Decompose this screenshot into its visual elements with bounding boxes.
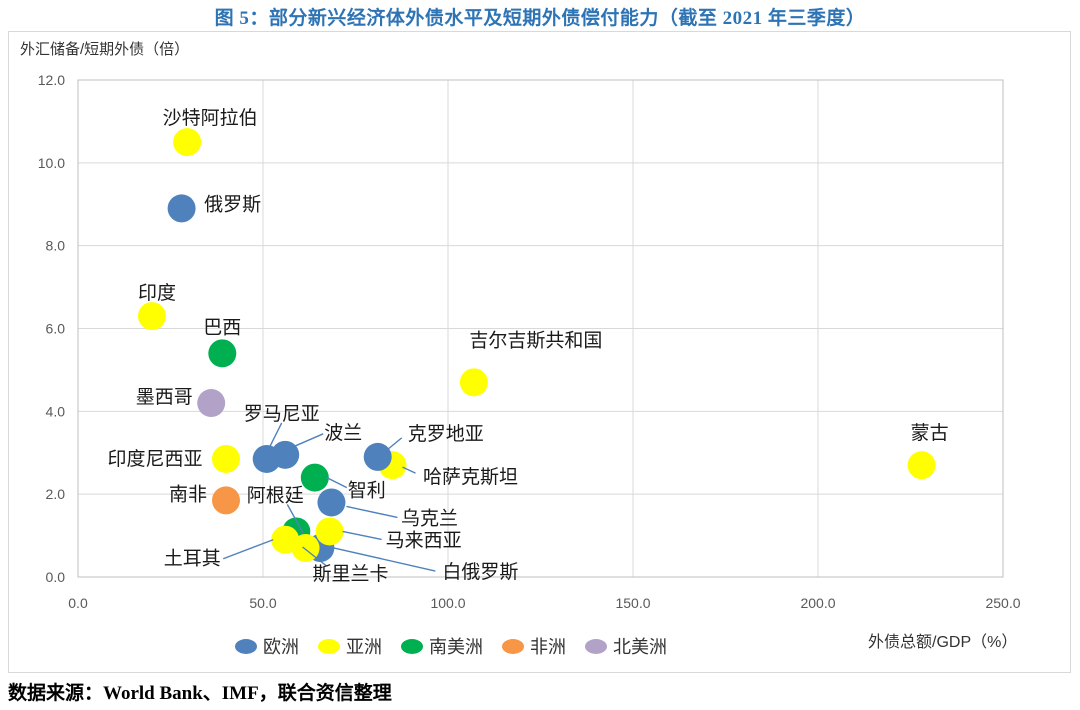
legend-label: 亚洲: [346, 637, 382, 657]
figure-title: 图 5：部分新兴经济体外债水平及短期外债偿付能力（截至 2021 年三季度）: [214, 8, 866, 29]
legend-item-北美洲: 北美洲: [585, 633, 667, 659]
legend-label: 南美洲: [429, 637, 483, 657]
y-axis-title: 外汇储备/短期外债（倍）: [20, 41, 190, 58]
legend: 欧洲 亚洲 南美洲 非洲 北美洲: [235, 633, 667, 659]
legend-label: 北美洲: [613, 637, 667, 657]
chart-plot-area-box: [8, 31, 1071, 673]
x-axis-title: 外债总额/GDP（%）: [868, 634, 1018, 651]
legend-label: 欧洲: [263, 637, 299, 657]
legend-marker-icon: [585, 638, 607, 654]
legend-item-欧洲: 欧洲: [235, 633, 299, 659]
legend-label: 非洲: [530, 637, 566, 657]
legend-marker-icon: [401, 638, 423, 654]
legend-marker-icon: [502, 638, 524, 654]
legend-item-亚洲: 亚洲: [318, 633, 382, 659]
legend-marker-icon: [235, 638, 257, 654]
legend-item-南美洲: 南美洲: [401, 633, 483, 659]
source-note: 数据来源：World Bank、IMF，联合资信整理: [8, 683, 392, 704]
legend-item-非洲: 非洲: [502, 633, 566, 659]
legend-marker-icon: [318, 638, 340, 654]
